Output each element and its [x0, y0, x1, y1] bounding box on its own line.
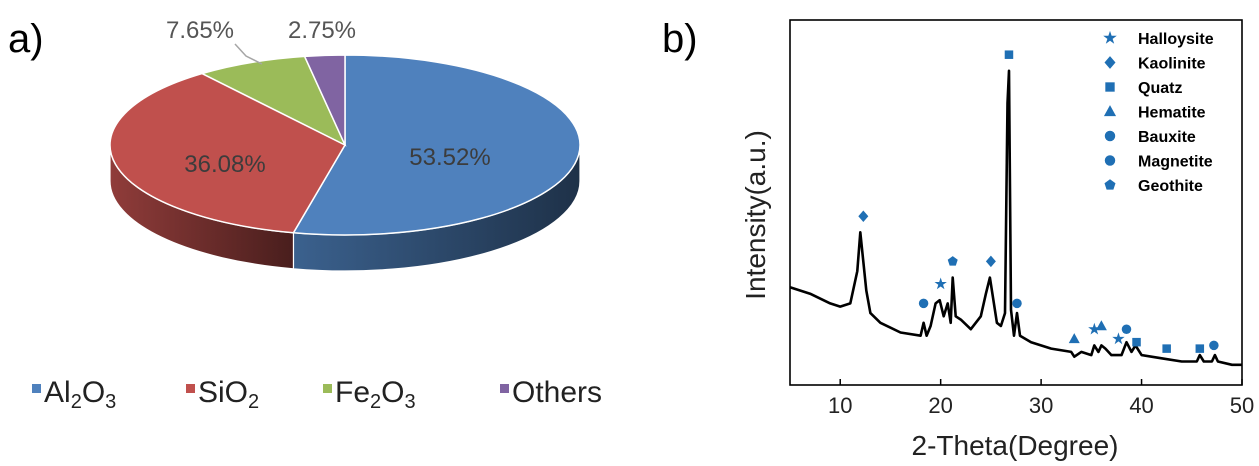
star-peak-marker — [1112, 332, 1125, 345]
circle-icon — [1104, 155, 1116, 166]
x-tick-label: 40 — [1129, 393, 1153, 418]
circle-icon — [1104, 130, 1116, 142]
star-peak-marker — [1088, 322, 1101, 335]
square-icon — [1105, 82, 1115, 92]
circle-peak-marker — [1012, 298, 1022, 309]
legend-swatch — [500, 384, 509, 393]
legend-label: Fe2O3 — [335, 376, 416, 413]
triangle-peak-marker — [1068, 333, 1080, 344]
pie-slice-sio2 — [109, 72, 347, 234]
pie-legend: Al2O3 SiO2 Fe2O3 Others — [32, 376, 602, 413]
pie-value-label: 7.65% — [166, 17, 234, 44]
panel-a-label: a) — [8, 17, 44, 61]
legend-swatch — [32, 384, 41, 393]
legend-label: Quatz — [1138, 80, 1182, 97]
x-tick-label: 20 — [928, 393, 952, 418]
circle-peak-marker — [1209, 340, 1219, 351]
square-peak-marker — [1195, 344, 1205, 353]
pie-value-label: 2.75% — [288, 17, 356, 44]
plot-frame — [789, 19, 1243, 386]
diamond-icon — [1104, 56, 1116, 69]
legend-label: Halloysite — [1138, 31, 1214, 48]
y-axis-label: Intensity(a.u.) — [740, 130, 771, 300]
x-tick-label: 10 — [828, 393, 852, 418]
legend-swatch — [186, 384, 195, 393]
triangle-icon — [1103, 105, 1117, 117]
star-icon — [1103, 30, 1117, 44]
pentagon-peak-marker — [947, 256, 958, 266]
pentagon-icon — [1104, 179, 1116, 190]
legend-label: SiO2 — [198, 376, 259, 413]
xrd-legend: Halloysite Kaolinite Quatz Hematite Bauxite M… — [1103, 30, 1214, 195]
pie-slice-al2o3 — [292, 54, 581, 236]
pie-slice-others — [303, 54, 346, 146]
legend-label: Geothite — [1138, 178, 1203, 195]
legend-label: Others — [512, 376, 602, 409]
legend-label: Al2O3 — [44, 376, 116, 413]
xrd-axes: 10 20 30 40 50 — [789, 19, 1254, 418]
diamond-peak-marker — [985, 255, 996, 268]
pie-value-label: 36.08% — [184, 151, 265, 178]
xrd-pattern-line — [789, 69, 1242, 367]
leader-line — [234, 43, 263, 65]
legend-label: Bauxite — [1138, 129, 1196, 146]
pie-value-label: 53.52% — [409, 144, 490, 171]
circle-peak-marker — [1121, 324, 1132, 334]
x-tick-label: 30 — [1029, 393, 1053, 418]
legend-label: Magnetite — [1138, 154, 1213, 171]
pie-slice-fe2o3 — [200, 55, 347, 147]
pie-chart-panel: a) 53.52% 36.08% 7.65% 2.75% Al2O3 SiO2 Fe2O3… — [8, 17, 602, 413]
legend-label: Kaolinite — [1138, 56, 1206, 73]
legend-swatch — [323, 384, 332, 393]
x-tick-label: 50 — [1230, 393, 1254, 418]
x-axis-label: 2-Theta(Degree) — [912, 430, 1119, 461]
legend-label: Hematite — [1138, 105, 1206, 122]
xrd-peak-markers — [858, 50, 1219, 353]
square-peak-marker — [1004, 50, 1014, 59]
square-peak-marker — [1132, 337, 1141, 347]
pie-labels: 53.52% 36.08% 7.65% 2.75% — [166, 17, 491, 178]
circle-peak-marker — [918, 298, 929, 309]
panel-b-label: b) — [662, 17, 698, 61]
square-peak-marker — [1162, 344, 1171, 353]
star-peak-marker — [934, 277, 947, 290]
triangle-peak-marker — [1095, 320, 1107, 331]
xrd-chart-panel: b) 10 20 30 40 50 Halloysite Kaolinite Quatz He… — [662, 17, 1254, 461]
pie-top — [109, 54, 581, 236]
diamond-peak-marker — [858, 210, 869, 222]
